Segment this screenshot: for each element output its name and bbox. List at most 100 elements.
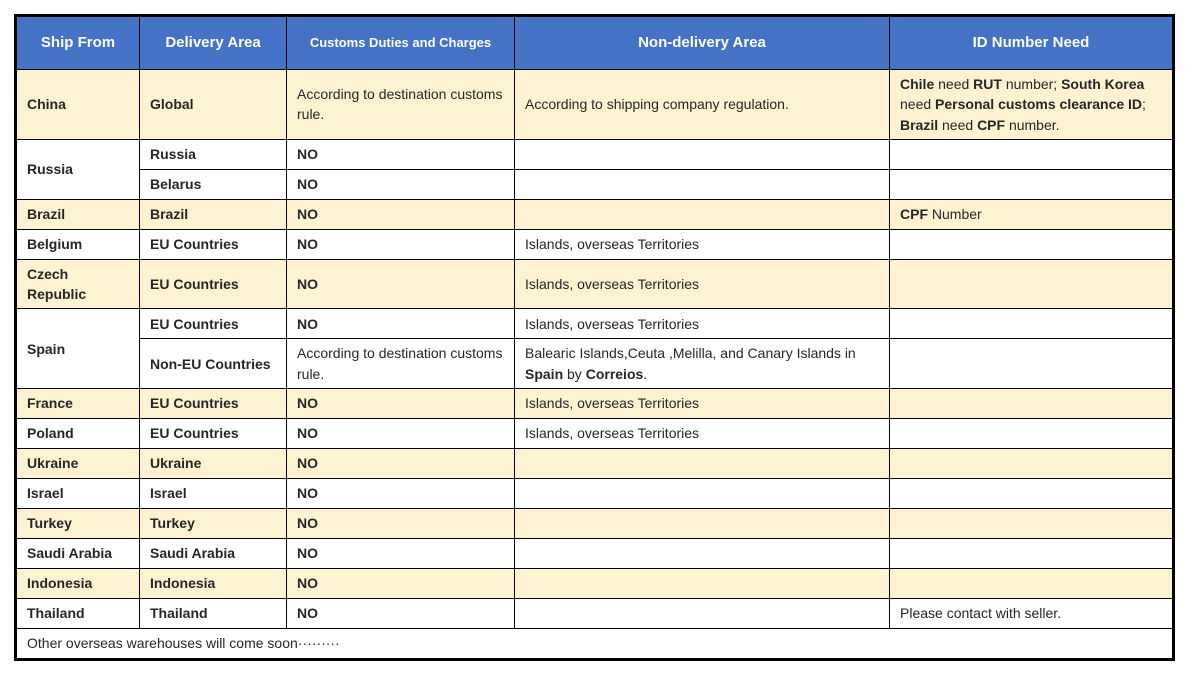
cell-text: Ukraine: [150, 455, 202, 472]
cell-text: ;: [1142, 96, 1146, 113]
table-cell: NO: [286, 228, 515, 260]
cell-text: France: [27, 395, 73, 412]
table-cell: Russia: [139, 138, 287, 170]
table-body: China Global According to destination cust…: [15, 69, 1174, 630]
column-header-ship-from: Ship From: [15, 15, 140, 70]
cell-text: According to shipping company regulation…: [525, 96, 789, 113]
table-cell: [889, 228, 1174, 260]
cell-text: Thailand: [150, 605, 208, 622]
table-cell: EU Countries: [139, 388, 287, 420]
table-cell: [514, 538, 890, 570]
table-cell: CPF Number: [889, 198, 1174, 230]
cell-text: NO: [297, 575, 318, 592]
table-cell: NO: [286, 138, 515, 170]
cell-text: NO: [297, 315, 318, 332]
table-cell: Islands, overseas Territories: [514, 258, 890, 310]
table-cell: According to destination customs rule.: [286, 69, 515, 140]
cell-text: According to destination customs rule.: [297, 345, 503, 382]
footer-note: Other overseas warehouses will come soon…: [15, 628, 1174, 661]
table-cell: [514, 448, 890, 480]
table-cell: According to shipping company regulation…: [514, 69, 890, 140]
table-cell: [889, 258, 1174, 310]
cell-text: Saudi Arabia: [150, 545, 236, 562]
table-cell: Russia: [15, 138, 140, 200]
cell-text: .: [643, 365, 648, 382]
table-cell: Spain: [15, 308, 140, 390]
table-footer: Other overseas warehouses will come soon…: [15, 628, 1174, 661]
cell-text: NO: [297, 515, 318, 532]
table-row: Belarus NO: [16, 168, 1174, 200]
cell-text: EU Countries: [150, 236, 239, 253]
header-row: Ship From Delivery Area Customs Duties a…: [15, 15, 1174, 70]
table-cell: Islands, overseas Territories: [514, 418, 890, 450]
cell-text: Brazil: [900, 116, 939, 133]
cell-text: EU Countries: [150, 315, 239, 332]
cell-text: Poland: [27, 425, 74, 442]
cell-text: Indonesia: [27, 575, 93, 592]
table-cell: Thailand: [139, 598, 287, 630]
table-cell: [514, 598, 890, 630]
cell-text: Turkey: [27, 515, 72, 532]
table-cell: China: [15, 69, 140, 140]
table-row: Turkey Turkey NO: [15, 508, 1174, 540]
table-row: Poland EU Countries NO Islands, overseas Te…: [15, 418, 1174, 450]
cell-text: Israel: [27, 485, 64, 502]
cell-text: Thailand: [27, 605, 85, 622]
cell-text: Belarus: [150, 176, 202, 193]
cell-text: CPF: [900, 206, 928, 223]
table-cell: EU Countries: [139, 258, 287, 310]
cell-text: need: [900, 96, 936, 113]
cell-text: Islands, overseas Territories: [525, 425, 700, 442]
table-row: Czech Republic EU Countries NO Islands, ove…: [15, 258, 1174, 310]
table-cell: Turkey: [15, 508, 140, 540]
table-cell: NO: [286, 508, 515, 540]
cell-text: EU Countries: [150, 425, 239, 442]
cell-text: Belgium: [27, 236, 83, 253]
table-cell: Belgium: [15, 228, 140, 260]
table-cell: Saudi Arabia: [139, 538, 287, 570]
table-cell: [889, 478, 1174, 510]
cell-text: Islands, overseas Territories: [525, 276, 700, 293]
column-header-non-delivery-area: Non-delivery Area: [514, 15, 890, 70]
table-cell: Turkey: [139, 508, 287, 540]
table-cell: [889, 418, 1174, 450]
table-cell: [889, 538, 1174, 570]
table-cell: NO: [286, 478, 515, 510]
table-cell: EU Countries: [139, 308, 287, 340]
table-row: Spain EU Countries NO Islands, overseas Ter…: [15, 308, 1174, 390]
table-cell: Ukraine: [15, 448, 140, 480]
table-cell: [514, 508, 890, 540]
table-cell: Saudi Arabia: [15, 538, 140, 570]
cell-text: South Korea: [1061, 76, 1145, 92]
table-cell: NO: [286, 538, 515, 570]
cell-text: Russia: [27, 161, 73, 178]
footer-row: Other overseas warehouses will come soon…: [15, 628, 1174, 661]
cell-text: Israel: [150, 485, 187, 502]
table-cell: Israel: [15, 478, 140, 510]
table-cell: Poland: [15, 418, 140, 450]
table-cell: [889, 308, 1174, 340]
table-cell: NO: [286, 568, 515, 600]
cell-text: Correios: [585, 365, 644, 382]
table-row: Ukraine Ukraine NO: [15, 448, 1174, 480]
table-cell: [514, 568, 890, 600]
cell-text: need: [934, 76, 974, 92]
cell-text: According to destination customs rule.: [297, 86, 503, 123]
table-cell: Indonesia: [15, 568, 140, 600]
cell-text: NO: [297, 176, 318, 193]
table-cell: Islands, overseas Territories: [514, 308, 890, 340]
cell-text: Czech Republic: [27, 265, 87, 303]
cell-text: Turkey: [150, 515, 195, 532]
table-cell: Global: [139, 69, 287, 140]
table-cell: NO: [286, 388, 515, 420]
cell-text: Brazil: [27, 206, 66, 223]
table-cell: Ukraine: [139, 448, 287, 480]
table-cell: NO: [286, 448, 515, 480]
cell-text: Chile: [900, 76, 935, 92]
table-cell: [514, 138, 890, 170]
cell-text: NO: [297, 485, 318, 502]
cell-text: number.: [1005, 116, 1060, 133]
table-row: Thailand Thailand NO Please contact with se…: [15, 598, 1174, 630]
table-cell: Chile need RUT number; South Korea need …: [889, 69, 1174, 140]
